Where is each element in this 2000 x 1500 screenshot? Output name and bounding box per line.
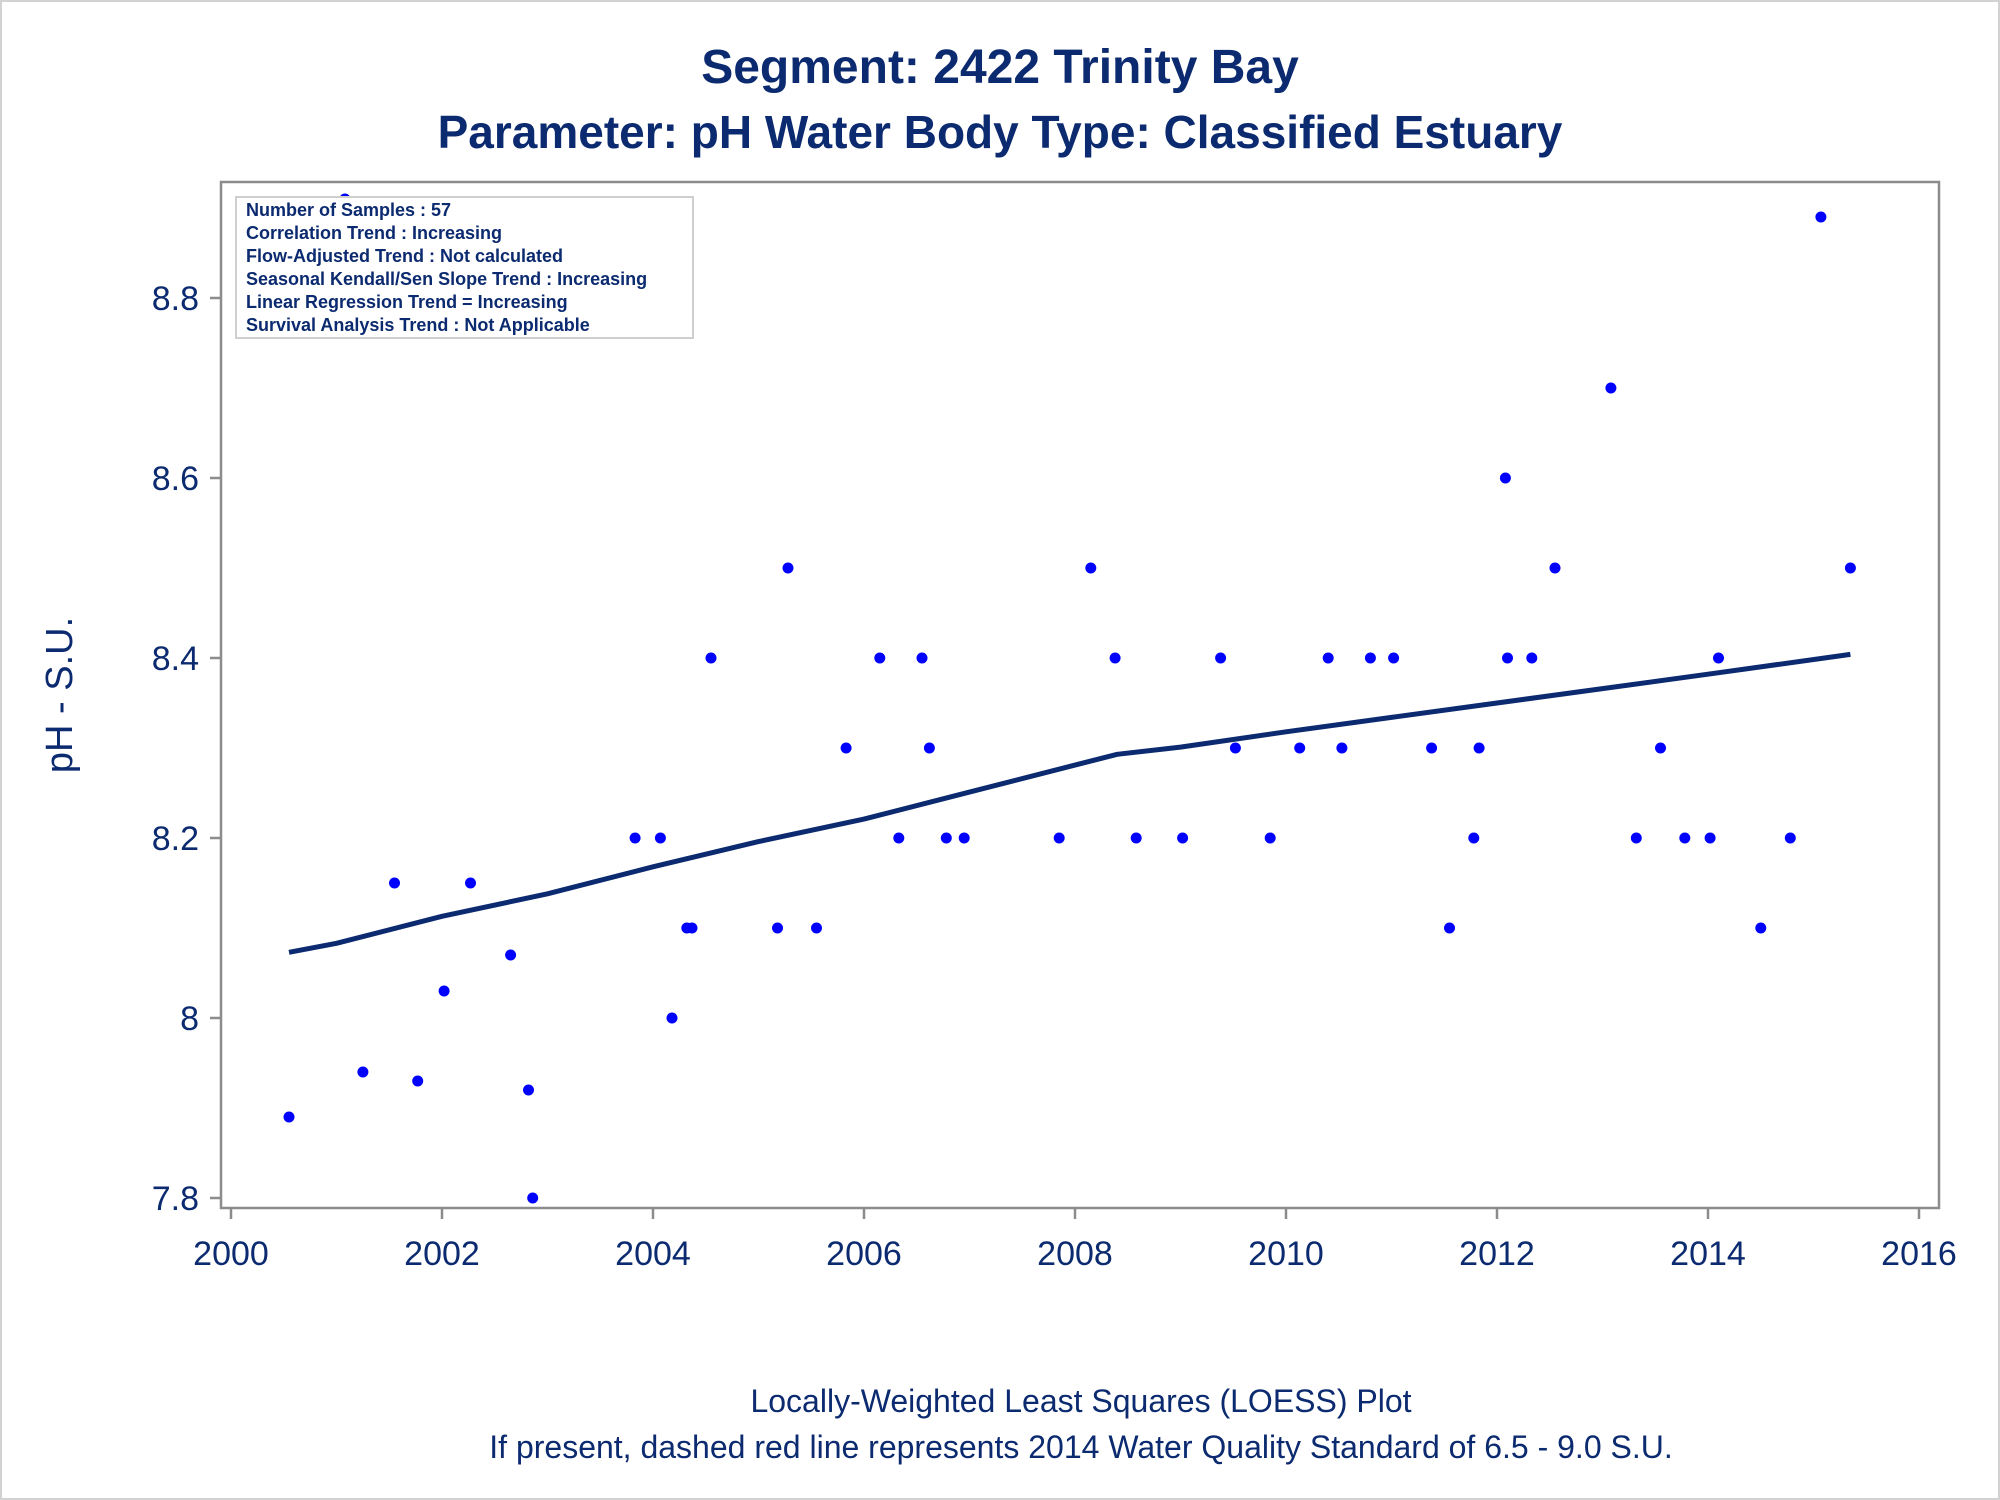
data-point	[1502, 652, 1513, 664]
chart-title: Segment: 2422 Trinity Bay	[701, 41, 1299, 94]
data-point	[1704, 832, 1716, 844]
data-point	[916, 652, 928, 664]
data-point	[1444, 922, 1455, 934]
data-point	[412, 1075, 424, 1087]
x-tick-label: 2004	[615, 1235, 691, 1273]
data-point	[1294, 742, 1306, 754]
data-point	[1655, 742, 1666, 754]
data-point	[705, 652, 717, 664]
data-point	[1364, 652, 1376, 664]
y-tick-label: 8.2	[152, 820, 199, 858]
data-point	[1053, 832, 1065, 844]
x-tick-label: 2010	[1248, 1235, 1324, 1273]
data-point	[923, 742, 935, 754]
data-point	[772, 922, 783, 934]
y-axis: 7.8 8 8.2 8.4 8.6 8.8	[152, 280, 221, 1218]
data-point	[1473, 742, 1485, 754]
data-point	[438, 985, 450, 997]
data-point	[1713, 652, 1724, 664]
data-point	[1526, 652, 1538, 664]
data-point	[357, 1066, 369, 1078]
data-point	[840, 742, 852, 754]
data-point	[505, 949, 517, 961]
info-line-linear-regression: Linear Regression Trend = Increasing	[246, 292, 568, 312]
data-point	[1322, 652, 1334, 664]
y-tick-label: 8.4	[152, 640, 199, 678]
data-point	[1177, 832, 1189, 844]
y-tick-label: 8.8	[152, 280, 199, 318]
x-axis: 2000 2002 2004 2006 2008 2010 2012 2014 2016	[193, 1208, 1957, 1273]
info-line-survival-analysis: Survival Analysis Trend : Not Applicable	[246, 315, 590, 335]
data-point	[1229, 742, 1241, 754]
data-point	[893, 832, 905, 844]
x-tick-label: 2008	[1037, 1235, 1113, 1273]
data-point	[1844, 562, 1856, 574]
data-point	[1784, 832, 1796, 844]
info-box: Number of Samples : 57 Correlation Trend…	[235, 196, 694, 339]
data-points	[283, 193, 1856, 1204]
footnote-loess: Locally-Weighted Least Squares (LOESS) P…	[750, 1383, 1411, 1419]
data-point	[1336, 742, 1348, 754]
x-tick-label: 2012	[1459, 1235, 1535, 1273]
info-line-seasonal-kendall: Seasonal Kendall/Sen Slope Trend : Incre…	[246, 269, 647, 289]
x-tick-label: 2000	[193, 1235, 269, 1273]
data-point	[874, 652, 886, 664]
data-point	[940, 832, 952, 844]
data-point	[811, 922, 822, 934]
data-point	[1388, 652, 1400, 664]
data-point	[527, 1192, 539, 1204]
data-point	[1264, 832, 1276, 844]
info-line-correlation: Correlation Trend : Increasing	[246, 223, 502, 243]
data-point	[782, 562, 794, 574]
data-point	[283, 1111, 295, 1123]
data-point	[686, 922, 698, 934]
data-point	[1679, 832, 1691, 844]
info-line-samples: Number of Samples : 57	[246, 200, 451, 220]
info-line-flow-adjusted: Flow-Adjusted Trend : Not calculated	[246, 246, 563, 266]
data-point	[1605, 382, 1617, 394]
data-point	[523, 1084, 534, 1096]
y-tick-label: 8.6	[152, 460, 199, 498]
data-point	[1215, 652, 1227, 664]
data-point	[666, 1012, 678, 1024]
data-point	[629, 832, 641, 844]
x-tick-label: 2016	[1881, 1235, 1957, 1273]
data-point	[1085, 562, 1097, 574]
data-point	[465, 877, 476, 889]
data-point	[1109, 652, 1121, 664]
data-point	[1630, 832, 1642, 844]
data-point	[1549, 562, 1561, 574]
data-point	[1468, 832, 1480, 844]
data-point	[1815, 211, 1827, 223]
y-axis-label: pH - S.U.	[39, 617, 81, 773]
x-tick-label: 2014	[1670, 1235, 1746, 1273]
data-point	[958, 832, 970, 844]
info-box-frame	[235, 196, 694, 339]
data-point	[1499, 472, 1511, 484]
x-tick-label: 2006	[826, 1235, 902, 1273]
data-point	[1426, 742, 1438, 754]
loess-line	[288, 651, 1851, 955]
x-tick-label: 2002	[404, 1235, 480, 1273]
data-point	[1755, 922, 1767, 934]
y-tick-label: 8	[180, 1000, 199, 1038]
plot-area	[219, 180, 1941, 1210]
data-point	[389, 877, 400, 889]
data-point	[1130, 832, 1142, 844]
data-point	[654, 832, 666, 844]
footnote-standard: If present, dashed red line represents 2…	[489, 1429, 1672, 1465]
y-tick-label: 7.8	[152, 1180, 199, 1218]
chart-subtitle: Parameter: pH Water Body Type: Classifie…	[438, 106, 1563, 158]
